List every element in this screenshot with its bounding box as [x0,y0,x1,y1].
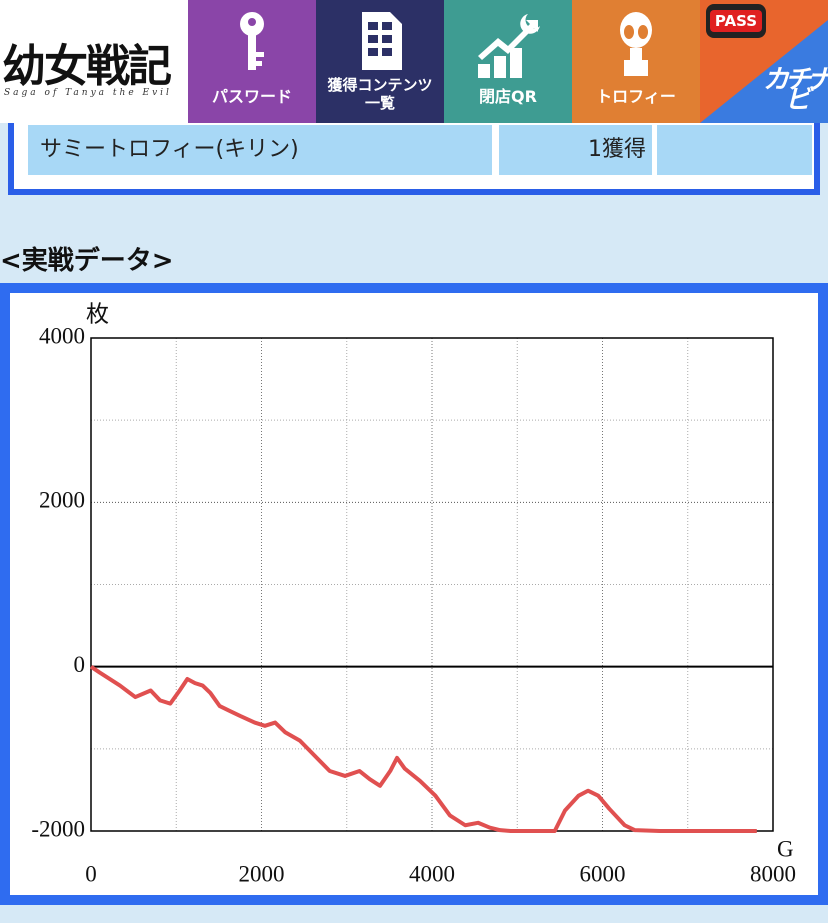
y-tick-label: 2000 [39,488,85,513]
trophy-name: サミートロフィー(キリン) [28,125,492,175]
key-icon [240,12,264,70]
alien-icon [620,12,652,76]
x-tick-label: 2000 [239,861,285,886]
nav-bar: 幼女戦記 Saga of Tanya the Evil パスワード 獲得コンテン… [0,0,828,123]
nav-label: 獲得コンテンツ [327,76,433,94]
x-tick-label: 8000 [750,861,796,886]
nav-label: 一覧 [364,94,395,112]
logo-subtitle: Saga of Tanya the Evil [4,88,172,98]
x-axis-label: G [777,836,794,861]
pass-label: PASS [714,12,758,30]
trophy-empty [657,125,812,175]
data-line [89,665,757,833]
logo[interactable]: 幼女戦記 Saga of Tanya the Evil [0,0,188,123]
pass-bg [700,4,828,123]
plot-frame [90,337,774,832]
nav-qr[interactable]: 閉店QR [444,0,572,123]
nav-password[interactable]: パスワード [188,0,316,123]
doc-icon [362,12,402,70]
nav-label: トロフィー [596,87,676,106]
nav-contents[interactable]: 獲得コンテンツ 一覧 [316,0,444,123]
logo-title: 幼女戦記 [2,41,172,92]
trophy-count: 1獲得 [499,125,652,175]
nav-label: 閉店QR [479,87,537,106]
chart-panel [0,283,828,905]
nav-trophy[interactable]: トロフィー [572,0,700,123]
y-tick-label: 4000 [39,323,85,348]
y-tick-label: -2000 [31,816,85,841]
graph-icon [478,14,540,78]
nav-pass[interactable]: PASS カチナビ [700,0,828,123]
kachinavi-label: カチナビ [762,65,828,115]
y-axis-label: 枚 [86,301,109,326]
section-title: <実戦データ> [0,246,174,276]
nav-label: パスワード [211,87,292,106]
trophy-box: サミートロフィー(キリン) 1獲得 [8,123,820,195]
y-tick-label: 0 [74,652,86,677]
x-tick-label: 4000 [409,861,455,886]
x-tick-label: 0 [85,861,97,886]
x-tick-label: 6000 [580,861,626,886]
